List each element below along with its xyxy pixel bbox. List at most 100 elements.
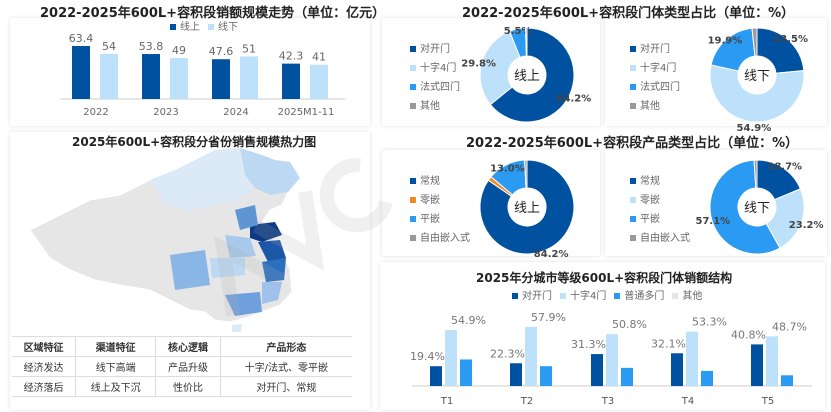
table-cell: 性价比	[155, 376, 221, 397]
bar-对开门	[671, 353, 683, 386]
legend-swatch	[630, 46, 636, 52]
legend: 对开门十字4门法式四门 其他	[410, 40, 460, 116]
data-label: 31.3%	[571, 338, 606, 351]
door-type-title: 2022-2025年600L+容积段门体类型占比（单位：%）	[462, 6, 795, 21]
legend-item: 对开门	[630, 40, 680, 59]
legend-swatch	[208, 24, 214, 30]
province-inner-mongolia	[150, 148, 255, 210]
legend-label: 十字4门	[420, 63, 457, 74]
province-hubei	[210, 258, 245, 278]
legend-swatch	[410, 216, 416, 222]
data-label: 19.4%	[410, 350, 445, 363]
legend-swatch	[410, 103, 416, 109]
data-label: 51	[242, 42, 256, 55]
bar-普通多门	[540, 366, 552, 386]
legend-item: 常规	[410, 172, 470, 191]
legend-label: 十字4门	[570, 291, 607, 302]
data-label: 40.8%	[731, 328, 766, 341]
bar-线上	[72, 46, 90, 99]
legend-label: 法式四门	[640, 82, 680, 93]
table-header: 产品形态	[219, 336, 352, 357]
legend-label: 十字4门	[640, 63, 677, 74]
donut-center-label: 线上	[514, 69, 540, 84]
data-label: 32.1%	[651, 337, 686, 350]
province-sichuan	[170, 250, 210, 290]
legend-label: 对开门	[420, 44, 450, 55]
donut-slice-自由嵌入式	[524, 159, 528, 189]
legend-item: 平嵌	[630, 210, 690, 229]
province-zhejiang	[262, 258, 286, 282]
donut-slice-对开门	[489, 27, 575, 123]
legend-label: 普通多门	[624, 291, 665, 302]
legend-item: 对开门	[410, 40, 460, 59]
bar-对开门	[751, 344, 763, 386]
slice-label: 23.5%	[773, 34, 808, 45]
legend-label: 线下	[218, 22, 238, 33]
slice-label: 84.2%	[534, 249, 569, 260]
table-header: 渠道特征	[75, 336, 156, 357]
donut-slice-常规	[479, 159, 575, 255]
legend-item: 其他	[672, 287, 702, 306]
table-header: 核心逻辑	[155, 336, 221, 357]
legend-swatch	[614, 293, 621, 299]
legend-swatch	[410, 65, 416, 71]
data-label: 57.9%	[531, 311, 566, 324]
data-label: 63.4	[69, 32, 94, 45]
legend-swatch	[672, 293, 679, 299]
legend-item: 线上	[170, 18, 200, 37]
legend-swatch	[410, 197, 416, 203]
bar-十字4门	[606, 334, 618, 386]
sales-trend-title: 2022-2025年600L+容积段销额规模走势（单位：亿元）	[40, 6, 386, 21]
legend-item: 自由嵌入式	[630, 229, 690, 248]
slice-label: 23.2%	[789, 220, 824, 231]
province-henan	[225, 235, 256, 258]
table-cell: 产品升级	[155, 356, 221, 377]
legend-label: 对开门	[522, 291, 552, 302]
legend-item: 自由嵌入式	[410, 229, 470, 248]
donut-slice-十字4门	[479, 30, 521, 106]
donut-slice-其他	[525, 27, 528, 57]
watermark-logo	[214, 158, 393, 317]
slice-label: 54.9%	[737, 123, 772, 134]
data-label: 47.6	[209, 45, 234, 58]
legend: 常规 零嵌 平嵌 自由嵌入式	[410, 172, 470, 248]
slice-label: 5.5%	[504, 26, 532, 37]
bar-对开门	[430, 366, 442, 386]
data-label: 22.3%	[490, 347, 525, 360]
legend-swatch	[512, 293, 518, 299]
legend-item: 其他	[410, 97, 460, 116]
map-title: 2025年600L+容积段分省份销售规模热力图	[72, 135, 317, 149]
bar-线下	[240, 56, 258, 99]
data-label: 53.8	[139, 40, 164, 53]
x-tick-label: T3	[601, 396, 614, 407]
slice-label: 18.7%	[767, 161, 802, 172]
bar-线下	[100, 53, 118, 99]
slice-label: 57.1%	[696, 216, 731, 227]
legend-item: 法式四门	[410, 78, 460, 97]
donut-center-label: 线上	[514, 201, 540, 216]
legend-swatch	[630, 84, 636, 90]
table-cell: 线下高端	[75, 356, 156, 377]
legend-label: 自由嵌入式	[640, 233, 690, 244]
legend-swatch	[170, 24, 176, 30]
legend-item: 零嵌	[630, 191, 690, 210]
city-tier-title: 2025年分城市等级600L+容积段门体销额结构	[476, 271, 733, 285]
data-label: 54	[102, 40, 116, 53]
table-cell: 经济发达	[12, 356, 76, 377]
bar-十字4门	[686, 331, 698, 386]
legend-label: 常规	[420, 176, 440, 187]
bar-线下	[170, 58, 188, 99]
bar-线上	[212, 59, 230, 99]
product-type-title: 2022-2025年600L+容积段产品类型占比（单位：%）	[466, 136, 799, 151]
bar-对开门	[510, 363, 522, 386]
bar-十字4门	[766, 336, 778, 386]
legend-swatch	[410, 84, 416, 90]
x-tick-label: T2	[520, 396, 533, 407]
data-label: 49	[172, 44, 186, 57]
table-cell: 经济落后	[12, 376, 76, 397]
x-tick-label: T4	[681, 396, 694, 407]
legend-label: 平嵌	[640, 214, 660, 225]
legend-item: 对开门	[512, 287, 552, 306]
legend-label: 对开门	[640, 44, 670, 55]
